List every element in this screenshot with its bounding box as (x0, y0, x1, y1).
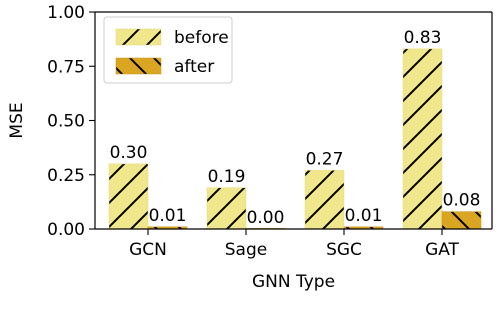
data-label-before-sage: 0.19 (208, 167, 246, 187)
bar-before-gcn (108, 163, 149, 230)
data-label-after-sage: 0.00 (247, 208, 285, 228)
data-label-after-gat: 0.08 (443, 191, 481, 211)
data-label-before-gcn: 0.30 (110, 143, 148, 163)
data-label-after-gcn: 0.01 (149, 206, 187, 226)
x-tick-label-gat: GAT (425, 240, 459, 260)
bar-before-sage (206, 187, 247, 230)
y-tick-label: 0.50 (47, 112, 85, 132)
legend: before after (103, 16, 233, 84)
y-axis-label: MSE (7, 102, 27, 138)
legend-label-before: before (174, 28, 229, 48)
x-tick-label-sgc: SGC (326, 240, 362, 260)
x-tick-label-gcn: GCN (129, 240, 167, 260)
legend-label-after: after (174, 57, 214, 77)
data-labels-layer: 0.30 0.19 0.27 0.83 0.01 0.00 0.01 0.08 (110, 28, 481, 228)
bar-after-gat (441, 211, 482, 230)
data-label-after-sgc: 0.01 (345, 206, 383, 226)
y-tick-label: 0.75 (47, 57, 85, 77)
y-tick-label: 0.25 (47, 166, 85, 186)
y-tick-label: 0.00 (47, 220, 85, 240)
data-label-before-gat: 0.83 (404, 28, 442, 48)
y-axis-ticks: 0.00 0.25 0.50 0.75 1.00 (47, 3, 95, 240)
x-axis-label: GNN Type (252, 272, 335, 292)
bar-before-sgc (304, 170, 345, 230)
legend-swatch-after (115, 57, 162, 75)
data-label-before-sgc: 0.27 (306, 149, 344, 169)
x-axis-ticks: GCN Sage SGC GAT (129, 229, 460, 260)
legend-swatch-before (115, 28, 162, 46)
y-tick-label: 1.00 (47, 3, 85, 23)
x-tick-label-sage: Sage (225, 240, 267, 260)
bar-before-gat (402, 48, 443, 230)
bars-layer (108, 48, 482, 230)
